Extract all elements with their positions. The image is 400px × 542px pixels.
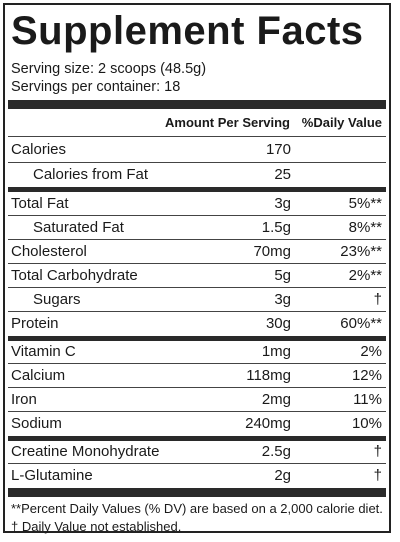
nutrient-name: Vitamin C: [11, 343, 76, 360]
nutrient-dv: 2%**: [348, 267, 382, 284]
nutrient-dv: †: [373, 291, 382, 308]
nutrient-amount: 170: [265, 141, 291, 158]
nutrient-name: Total Fat: [11, 195, 69, 212]
nutrient-name: Saturated Fat: [33, 219, 124, 236]
nutrient-amount: 2g: [274, 467, 291, 484]
table-row: Calcium 118mg 12%: [8, 364, 386, 388]
nutrient-name: Calories: [11, 141, 67, 158]
row-divider: [8, 263, 386, 264]
row-divider: [8, 387, 386, 388]
nutrient-amount: 1mg: [261, 343, 291, 360]
supplement-facts-panel: Supplement Facts Serving size: 2 scoops …: [3, 3, 391, 534]
nutrient-name: Calories from Fat: [33, 166, 149, 183]
table-row: L-Glutamine 2g †: [8, 464, 386, 488]
table-row: Calories from Fat 25: [8, 163, 386, 187]
row-divider: [8, 311, 386, 312]
servings-per-container: Servings per container: 18: [11, 79, 181, 95]
nutrient-name: Creatine Monohydrate: [11, 443, 160, 460]
nutrient-dv: 8%**: [348, 219, 382, 236]
nutrient-amount: 240mg: [245, 415, 291, 432]
nutrient-amount: 5g: [274, 267, 291, 284]
row-divider: [8, 363, 386, 364]
table-row: Total Carbohydrate 5g 2%**: [8, 264, 386, 288]
row-divider: [8, 287, 386, 288]
nutrient-amount: 25: [274, 166, 291, 183]
section-divider: [8, 436, 386, 441]
nutrient-dv: 2%: [360, 343, 382, 360]
nutrient-name: Total Carbohydrate: [11, 267, 138, 284]
panel-title: Supplement Facts: [11, 9, 364, 53]
nutrient-dv: 10%: [351, 415, 382, 432]
row-divider: [8, 239, 386, 240]
nutrient-amount: 1.5g: [261, 219, 291, 236]
table-row: Protein 30g 60%**: [8, 312, 386, 336]
nutrient-name: Sugars: [33, 291, 81, 308]
nutrient-name: Calcium: [11, 367, 66, 384]
table-row: Vitamin C 1mg 2%: [8, 340, 386, 364]
table-row: Total Fat 3g 5%**: [8, 192, 386, 216]
nutrient-name: Sodium: [11, 415, 62, 432]
nutrient-name: L-Glutamine: [11, 467, 93, 484]
thick-divider: [8, 100, 386, 109]
nutrient-dv: †: [373, 467, 382, 484]
nutrient-name: Iron: [11, 391, 37, 408]
row-divider: [8, 162, 386, 163]
section-divider: [8, 336, 386, 341]
nutrient-dv: 60%**: [340, 315, 382, 332]
nutrient-name: Cholesterol: [11, 243, 87, 260]
nutrient-amount: 2.5g: [261, 443, 291, 460]
amount-header: Amount Per Serving: [165, 115, 290, 130]
header-divider: [8, 136, 386, 137]
row-divider: [8, 215, 386, 216]
nutrient-dv: 5%**: [348, 195, 382, 212]
table-row: Saturated Fat 1.5g 8%**: [8, 216, 386, 240]
table-row: Creatine Monohydrate 2.5g †: [8, 440, 386, 464]
nutrient-amount: 118mg: [246, 367, 291, 384]
serving-size: Serving size: 2 scoops (48.5g): [11, 61, 207, 77]
nutrient-amount: 70mg: [253, 243, 291, 260]
table-row: Calories 170: [8, 138, 386, 162]
footnote-daily-value: **Percent Daily Values (% DV) are based …: [11, 501, 383, 516]
row-divider: [8, 463, 386, 464]
table-row: Sugars 3g †: [8, 288, 386, 312]
nutrient-amount: 30g: [265, 315, 291, 332]
nutrient-amount: 3g: [274, 195, 291, 212]
thick-divider: [8, 488, 386, 497]
footnote-dagger: † Daily Value not established.: [11, 519, 182, 534]
nutrient-amount: 2mg: [261, 391, 291, 408]
table-row: Iron 2mg 11%: [8, 388, 386, 412]
nutrient-amount: 3g: [274, 291, 291, 308]
nutrient-dv: 23%**: [340, 243, 382, 260]
section-divider: [8, 187, 386, 192]
nutrient-dv: 12%: [351, 367, 382, 384]
table-row: Sodium 240mg 10%: [8, 412, 386, 436]
daily-value-header: %Daily Value: [301, 115, 382, 130]
row-divider: [8, 411, 386, 412]
nutrient-name: Protein: [11, 315, 59, 332]
nutrient-dv: †: [373, 443, 382, 460]
nutrient-dv: 11%: [353, 391, 382, 408]
table-row: Cholesterol 70mg 23%**: [8, 240, 386, 264]
